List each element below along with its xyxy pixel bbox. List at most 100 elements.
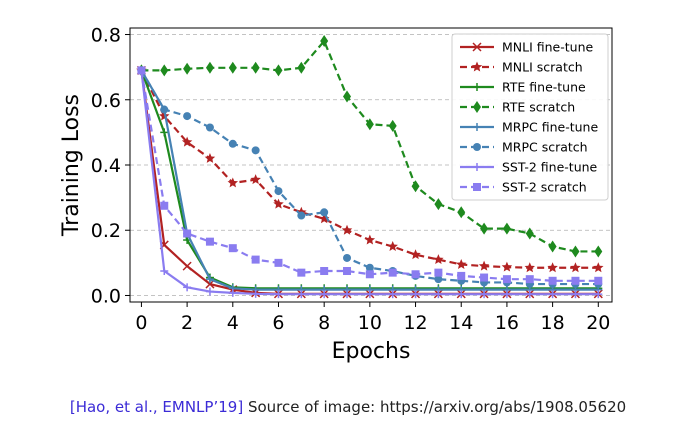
data-point [273,198,284,209]
data-point [434,290,443,299]
data-point [502,290,511,299]
x-tick-label: 6 [272,312,284,334]
x-tick-label: 12 [403,312,427,334]
x-tick-label: 16 [495,312,519,334]
legend-marker [473,101,481,113]
data-point [205,287,214,296]
data-point [160,105,169,114]
data-point [457,206,466,219]
data-point [251,61,260,74]
data-point [228,288,237,297]
data-point [320,35,329,48]
data-point [274,187,283,196]
data-point [525,275,534,284]
data-point [594,290,603,299]
legend-label: SST-2 fine-tune [502,160,598,175]
legend-label: RTE scratch [502,100,575,115]
data-point [594,245,603,258]
legend-marker [473,183,481,191]
data-point [228,139,237,148]
x-axis-label: Epochs [332,339,411,364]
data-point [548,240,557,253]
data-point [228,244,237,253]
data-point [593,262,604,273]
data-point [525,290,534,299]
legend-marker [472,42,482,52]
data-point [480,290,489,299]
data-point [594,276,603,285]
x-tick-label: 0 [135,312,147,334]
x-tick-label: 18 [541,312,565,334]
data-point [548,290,557,299]
x-tick-label: 10 [358,312,382,334]
legend-label: MNLI scratch [502,60,583,75]
data-point [341,224,353,235]
data-point [204,152,216,163]
data-point [343,290,352,299]
data-point [343,90,352,103]
data-point [251,255,260,264]
data-point [274,258,283,267]
data-point [160,267,169,276]
data-point [547,262,558,273]
legend-label: MRPC scratch [502,140,588,155]
data-point [274,64,283,77]
data-point [364,234,376,245]
y-tick-label: 0.8 [91,25,121,47]
data-point [160,64,169,77]
legend-label: MNLI fine-tune [502,40,594,55]
data-point [410,249,421,260]
data-point [183,229,192,238]
y-tick-label: 0.2 [91,220,121,242]
data-point [297,61,306,74]
data-point [365,118,374,131]
data-point [571,290,580,299]
data-point [183,112,192,121]
data-point [388,290,397,299]
data-point [227,177,239,188]
data-point [320,267,329,276]
data-point [205,275,214,284]
data-point [570,262,581,273]
data-point [228,61,237,74]
axes: 0.0 0.2 0.4 0.6 0.8 0 2 4 6 8 10 12 14 16 18 20 Epochs Tr… [59,25,613,364]
plot-frame [129,27,613,303]
data-point [182,261,192,271]
data-point [137,66,146,75]
x-tick-label: 14 [449,312,473,334]
x-tick-label: 4 [227,312,239,334]
data-point [502,275,511,284]
data-point [343,253,352,262]
data-point [297,268,306,277]
data-point [320,208,329,217]
legend-label: MRPC fine-tune [502,120,598,135]
data-point [411,180,420,193]
legend-marker [473,163,481,171]
data-point [571,276,580,285]
legend-marker [473,143,481,151]
legend: MNLI fine-tune MNLI scratch RTE fine-tune R… [451,33,609,201]
data-point [548,276,557,285]
data-point [365,270,374,279]
data-point [365,290,374,299]
data-point [251,289,260,298]
data-point [181,136,193,147]
data-point [456,258,467,269]
data-point [183,62,192,75]
data-point [434,268,443,277]
data-point [457,271,466,280]
data-point [480,273,489,282]
data-point [318,213,330,224]
data-point [411,290,420,299]
data-point [388,268,397,277]
data-point [502,222,511,235]
data-point [387,241,398,251]
legend-marker [473,83,481,91]
y-tick-label: 0.4 [91,155,121,177]
data-point [478,260,490,271]
x-tick-label: 8 [318,312,330,334]
data-point [205,61,214,74]
series-3 [137,35,603,258]
legend-box [451,33,609,201]
data-point [388,119,397,132]
